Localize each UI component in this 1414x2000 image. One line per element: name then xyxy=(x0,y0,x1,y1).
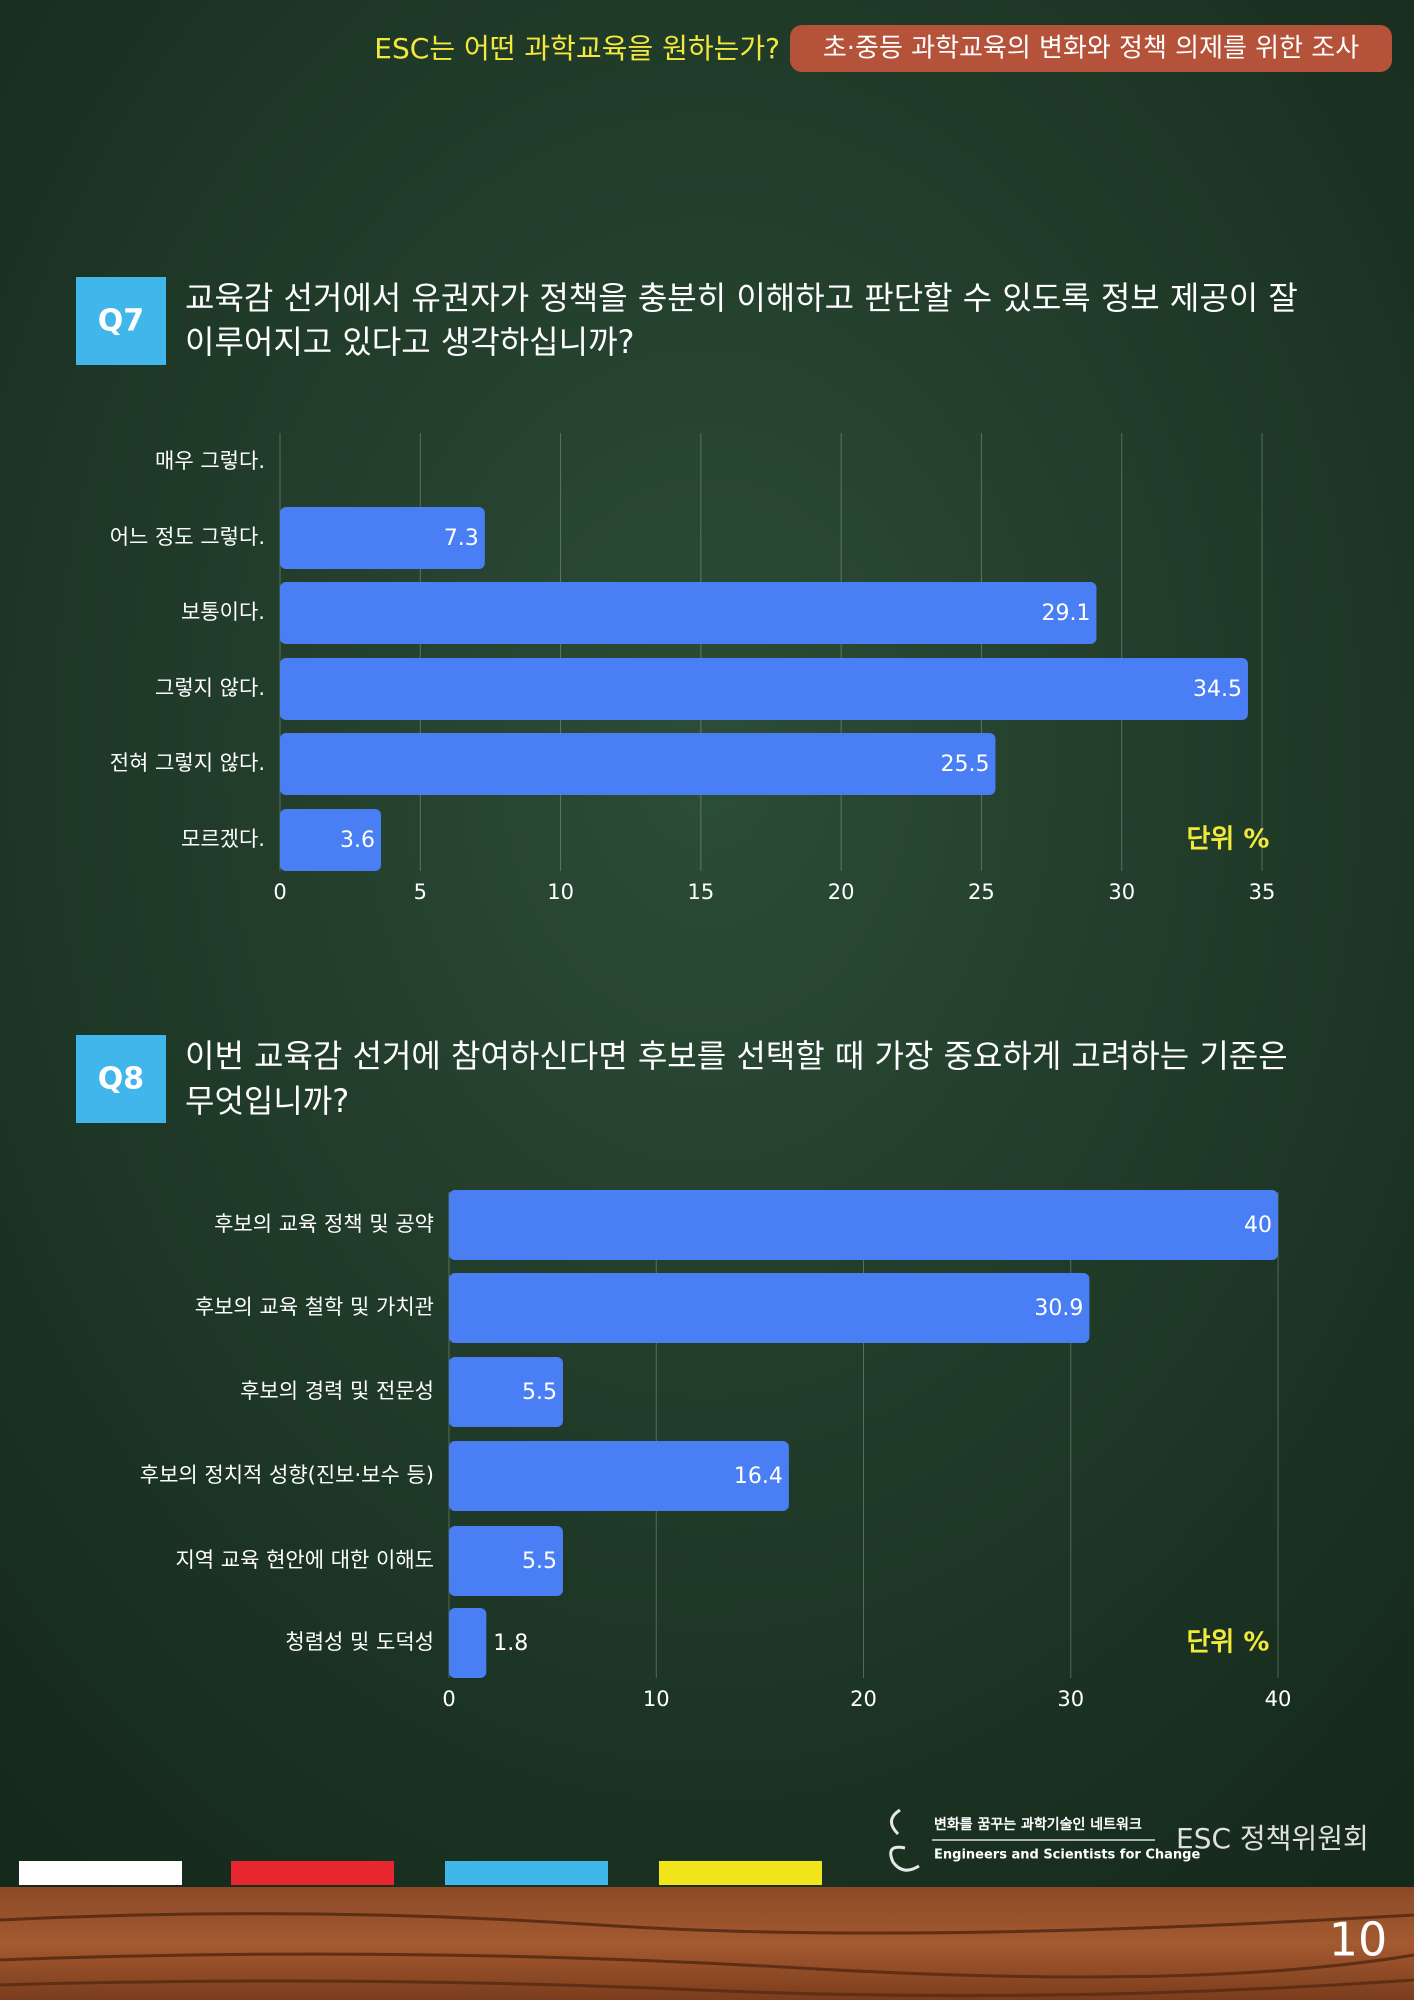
wood-ledge xyxy=(0,1887,1414,2000)
value-label: 30.9 xyxy=(1034,1296,1083,1321)
x-tick-label: 20 xyxy=(828,880,855,904)
value-label: 7.3 xyxy=(444,526,479,551)
page-number: 10 xyxy=(1329,1913,1388,1967)
question-label: Q8 xyxy=(98,1062,144,1097)
bar xyxy=(449,1441,789,1511)
x-tick-label: 0 xyxy=(273,880,286,904)
category-label: 모르겠다. xyxy=(181,827,265,851)
x-tick-label: 30 xyxy=(1057,1687,1084,1711)
chalk-white xyxy=(19,1861,182,1885)
x-tick-label: 40 xyxy=(1265,1687,1292,1711)
category-label: 후보의 교육 철학 및 가치관 xyxy=(195,1295,434,1319)
header-badge xyxy=(790,25,1392,72)
category-label: 지역 교육 현안에 대한 이해도 xyxy=(175,1548,434,1572)
bar xyxy=(449,1608,487,1678)
bar xyxy=(280,507,485,569)
unit-label: 단위 % xyxy=(1187,825,1270,855)
x-tick-label: 10 xyxy=(547,880,574,904)
bar xyxy=(449,1273,1090,1343)
category-label: 매우 그렇다. xyxy=(155,449,265,473)
category-label: 보통이다. xyxy=(181,600,265,624)
bar xyxy=(449,1526,563,1596)
x-tick-label: 15 xyxy=(687,880,714,904)
question-box xyxy=(76,277,166,365)
question-text: 이루어지고 있다고 생각하십니까? xyxy=(185,323,635,361)
x-tick-label: 20 xyxy=(850,1687,877,1711)
chalk-red xyxy=(231,1861,394,1885)
bar xyxy=(280,582,1097,644)
chalkboard xyxy=(0,0,1414,1890)
value-label: 25.5 xyxy=(940,752,989,777)
logo-korean: 변화를 꿈꾸는 과학기술인 네트워크 xyxy=(934,1816,1142,1833)
value-label: 40 xyxy=(1244,1213,1272,1238)
logo-mark xyxy=(889,1808,920,1872)
x-tick-label: 0 xyxy=(442,1687,455,1711)
bar xyxy=(449,1190,1278,1260)
value-label: 5.5 xyxy=(522,1380,557,1405)
wood-grain xyxy=(0,1912,1414,1998)
organization: ESC 정책위원회 xyxy=(1176,1822,1369,1855)
bar xyxy=(280,809,382,871)
question-text: 이번 교육감 선거에 참여하신다면 후보를 선택할 때 가장 중요하게 고려하는… xyxy=(185,1037,1288,1075)
x-tick-label: 10 xyxy=(643,1687,670,1711)
logo-english: Engineers and Scientists for Change xyxy=(934,1848,1200,1863)
bar xyxy=(449,1357,563,1427)
value-label: 5.5 xyxy=(522,1549,557,1574)
bar xyxy=(280,733,996,795)
category-label: 어느 정도 그렇다. xyxy=(110,525,265,549)
value-label: 3.6 xyxy=(340,828,375,853)
category-label: 후보의 정치적 성향(진보·보수 등) xyxy=(140,1463,434,1487)
category-label: 청렴성 및 도덕성 xyxy=(285,1630,434,1654)
question-text: 교육감 선거에서 유권자가 정책을 충분히 이해하고 판단할 수 있도록 정보 … xyxy=(185,279,1298,317)
x-tick-label: 30 xyxy=(1108,880,1135,904)
x-tick-label: 5 xyxy=(414,880,427,904)
value-label: 29.1 xyxy=(1041,601,1090,626)
value-label: 16.4 xyxy=(734,1464,783,1489)
x-tick-label: 35 xyxy=(1249,880,1276,904)
value-label: 1.8 xyxy=(493,1631,528,1656)
x-tick-label: 25 xyxy=(968,880,995,904)
category-label: 전혀 그렇지 않다. xyxy=(110,751,265,775)
category-label: 그렇지 않다. xyxy=(155,676,265,700)
bar xyxy=(280,658,1248,720)
question-text: 무엇입니까? xyxy=(185,1082,349,1120)
chalk-yellow xyxy=(659,1861,822,1885)
question-box xyxy=(76,1035,166,1123)
chalk-blue xyxy=(445,1861,608,1885)
unit-label: 단위 % xyxy=(1187,1628,1270,1658)
category-label: 후보의 교육 정책 및 공약 xyxy=(214,1212,434,1236)
question-label: Q7 xyxy=(98,304,144,339)
value-label: 34.5 xyxy=(1193,677,1242,702)
header-title: ESC는 어떤 과학교육을 원하는가? xyxy=(374,32,780,65)
header-badge-text: 초·중등 과학교육의 변화와 정책 의제를 위한 조사 xyxy=(823,34,1359,64)
category-label: 후보의 경력 및 전문성 xyxy=(240,1379,434,1403)
